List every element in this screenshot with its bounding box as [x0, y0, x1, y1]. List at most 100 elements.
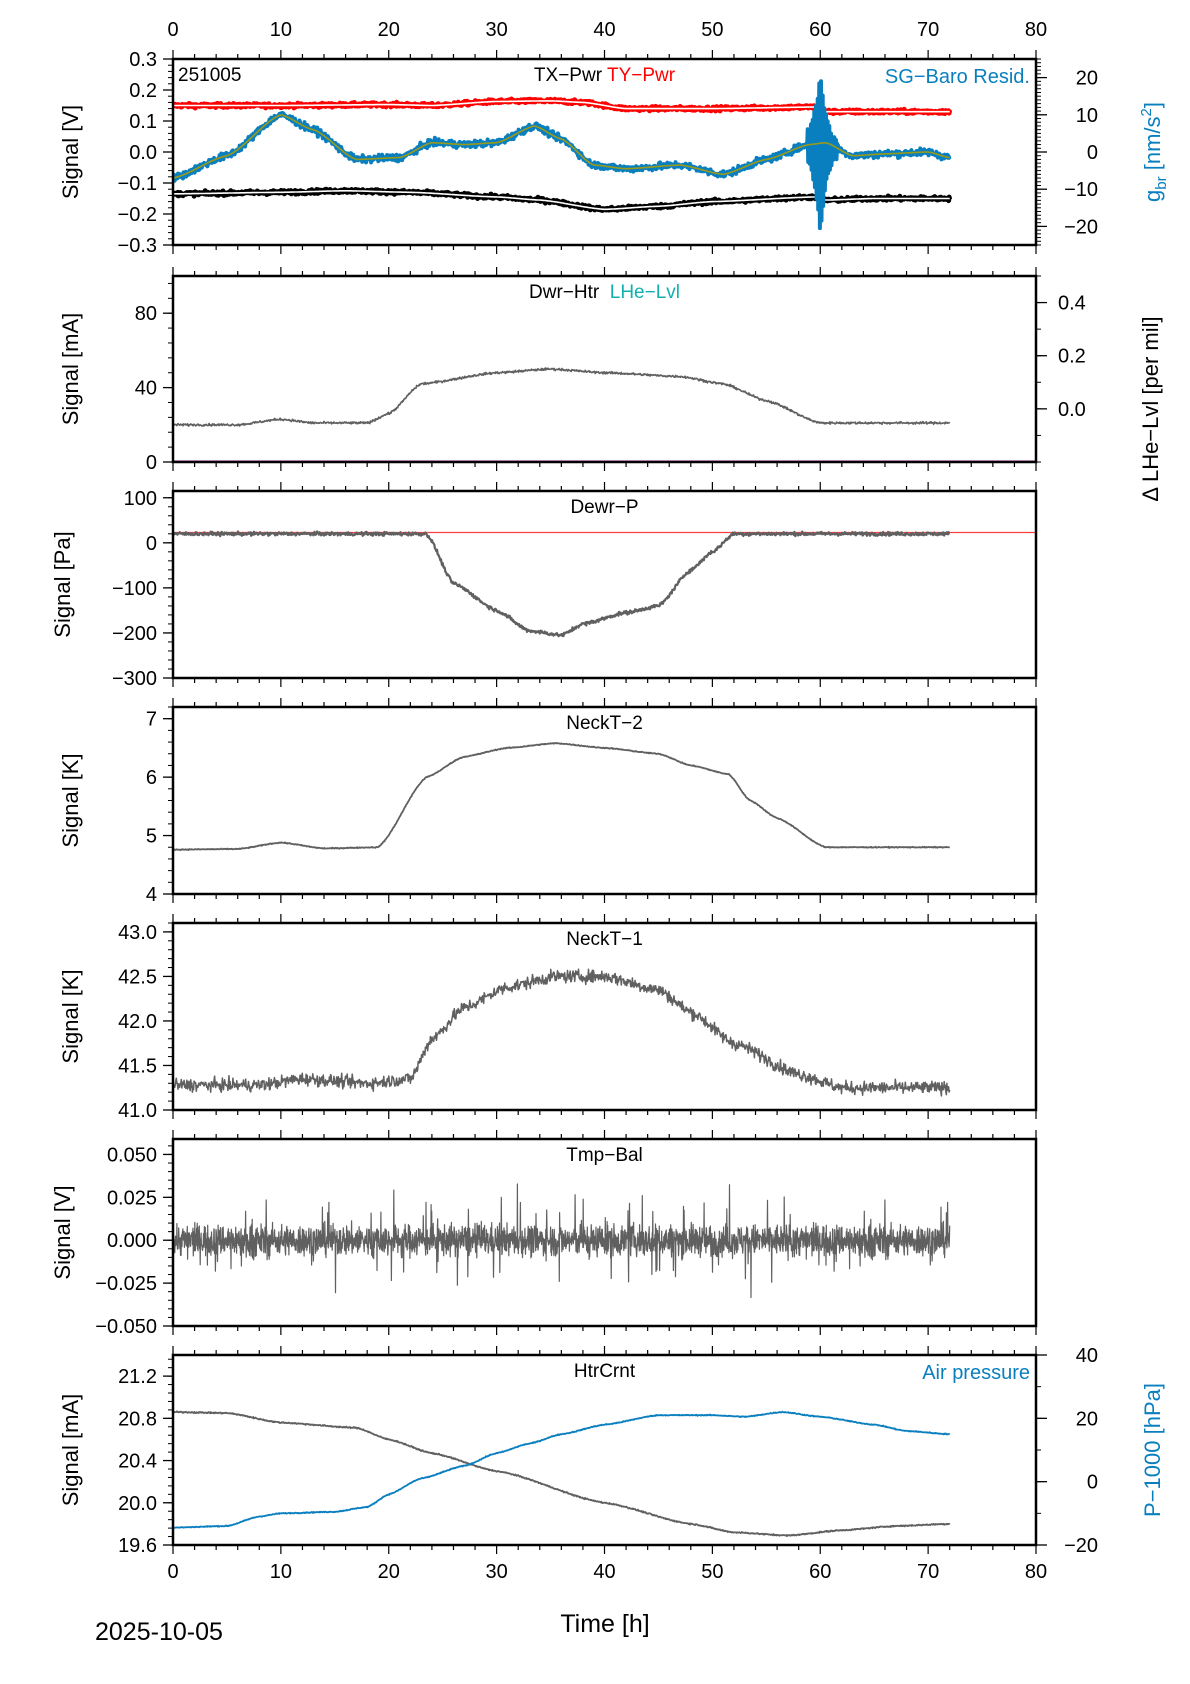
y-tick-label: 5 [146, 826, 157, 848]
x-tick-label-bottom: 80 [1025, 1561, 1047, 1583]
y-tick-label: 0.0 [129, 142, 157, 164]
x-tick-label-top: 80 [1025, 19, 1047, 41]
y2-tick-label: 10 [1076, 105, 1098, 127]
series-group [173, 1183, 951, 1299]
x-tick-label-bottom: 60 [809, 1561, 831, 1583]
series-line [173, 367, 951, 427]
x-tick-label-top: 30 [486, 19, 508, 41]
series-group [173, 968, 951, 1097]
panel-neckt-2: 7 6 5 4 Signal [K] NeckT−2 [58, 698, 1038, 906]
panel-tmp-bal: 0.050 0.025 0.000 −0.025 −0.050 Signal [V] Tmp… [50, 1130, 1038, 1338]
x-tick-label-bottom: 40 [593, 1561, 615, 1583]
series-smoothed-line [173, 114, 950, 179]
y-tick-label: 0 [146, 452, 157, 474]
panel-title-part: TX−Pwr [534, 65, 603, 86]
panel-title: TX−Pwr TY−Pwr [534, 65, 676, 86]
series-group [173, 367, 1036, 462]
y2-tick-label: 0.4 [1058, 293, 1086, 315]
panel-frame [171, 274, 1038, 464]
date-label: 2025-10-05 [95, 1618, 223, 1646]
panel-htrcrnt: 21.2 20.8 20.4 20.0 19.6 Signal [mA] 40 20 0 −20 P… [58, 1345, 1165, 1557]
panel-frame [171, 489, 1038, 680]
x-tick-label-bottom: 50 [701, 1561, 723, 1583]
x-tick-label-bottom: 20 [378, 1561, 400, 1583]
series-line [173, 530, 951, 638]
panel-title: HtrCrnt [574, 1361, 636, 1382]
y2-tick-label: −10 [1064, 179, 1098, 201]
panel-title: NeckT−2 [566, 713, 643, 734]
x-tick-label-bottom: 0 [167, 1561, 178, 1583]
y2-label-sub: br [1153, 176, 1170, 189]
panel-title: Tmp−Bal [566, 1145, 643, 1166]
y-tick-label: 0.050 [107, 1144, 157, 1166]
panel-dewr-p: 100 0 −100 −200 −300 Signal [Pa] Dewr−P [50, 482, 1038, 690]
panel-title-part: LHe−Lvl [599, 282, 680, 303]
y-tick-label: 0.1 [129, 111, 157, 133]
y2-tick-label: 20 [1076, 68, 1098, 90]
y-tick-label: 0.025 [107, 1187, 157, 1209]
y-tick-label: −0.025 [95, 1273, 157, 1295]
y2-tick-label: −20 [1064, 216, 1098, 238]
panel-title: NeckT−1 [566, 929, 643, 950]
y2-label-sup: 2 [1138, 108, 1155, 116]
y-axis-label: Signal [Pa] [50, 531, 75, 637]
x-tick-label-bottom: 10 [270, 1561, 292, 1583]
y2-label-end: ] [1140, 102, 1165, 108]
panel-title: Dwr−Htr LHe−Lvl [529, 282, 680, 303]
y-tick-label: 100 [124, 488, 157, 510]
y-axis-label: Signal [V] [58, 105, 83, 199]
y-tick-label: 0.2 [129, 80, 157, 102]
panel-tx-ty-pwr: 0.3 0.2 0.1 0.0 −0.1 −0.2 −0.3 Signal [V] 20 10 0 −… [58, 49, 1170, 257]
y-tick-label: −0.2 [118, 204, 157, 226]
y-tick-label: 20.4 [118, 1451, 157, 1473]
y-tick-label: 6 [146, 767, 157, 789]
y2-label-main: g [1140, 190, 1165, 202]
x-tick-label-bottom: 70 [917, 1561, 939, 1583]
panel-title-part: TY−Pwr [602, 65, 676, 86]
y-tick-label: 21.2 [118, 1366, 157, 1388]
x-tick-label-top: 40 [593, 19, 615, 41]
y-tick-label: −0.3 [118, 235, 157, 257]
y-tick-label: −100 [112, 578, 157, 600]
x-axis-label: Time [h] [560, 1610, 649, 1638]
series-line [173, 742, 951, 851]
y-tick-label: 20.8 [118, 1408, 157, 1430]
panel-title: Dewr−P [570, 497, 638, 518]
y2-axis-label: P−1000 [hPa] [1140, 1383, 1165, 1517]
panel-title-part: Tmp−Bal [566, 1145, 643, 1166]
y-axis-label: Signal [mA] [58, 1394, 83, 1507]
y-tick-label: 40 [135, 378, 157, 400]
y-tick-label: 0.3 [129, 49, 157, 71]
x-tick-label-top: 50 [701, 19, 723, 41]
y2-tick-label: 0.0 [1058, 399, 1086, 421]
y-tick-label: 41.5 [118, 1055, 157, 1077]
y-tick-label: 19.6 [118, 1535, 157, 1557]
y2-tick-label: 0 [1087, 142, 1098, 164]
panel-title-part: Dwr−Htr [529, 282, 600, 303]
x-tick-label-bottom: 30 [486, 1561, 508, 1583]
panel-dwr-htr: 0 40 80 Signal [mA] 0.4 0.2 0.0 Δ LHe−Lvl [per … [58, 267, 1163, 502]
y-tick-label: 80 [135, 303, 157, 325]
panel-title-part: HtrCrnt [574, 1361, 636, 1382]
y-tick-label: −0.050 [95, 1316, 157, 1338]
x-tick-label-top: 70 [917, 19, 939, 41]
y-tick-label: 4 [146, 884, 157, 906]
y2-tick-label: 0 [1087, 1472, 1098, 1494]
panel-title-part: NeckT−1 [566, 929, 643, 950]
y-axis-label: Signal [V] [50, 1185, 75, 1279]
y-tick-label: 42.0 [118, 1011, 157, 1033]
panel-frame [171, 1353, 1038, 1547]
y2-axis-label: Δ LHe−Lvl [per mil] [1138, 316, 1163, 501]
series-group [173, 1410, 951, 1538]
y2-tick-label: 20 [1076, 1408, 1098, 1430]
panel-right-title: Air pressure [922, 1362, 1030, 1384]
y-axis-label: Signal [K] [58, 753, 83, 847]
x-tick-label-top: 0 [167, 19, 178, 41]
y-tick-label: 0.000 [107, 1230, 157, 1252]
series-group [173, 530, 1036, 638]
panel-right-title: SG−Baro Resid. [885, 66, 1030, 88]
y-tick-label: 7 [146, 709, 157, 731]
y-axis-label: Signal [K] [58, 969, 83, 1063]
